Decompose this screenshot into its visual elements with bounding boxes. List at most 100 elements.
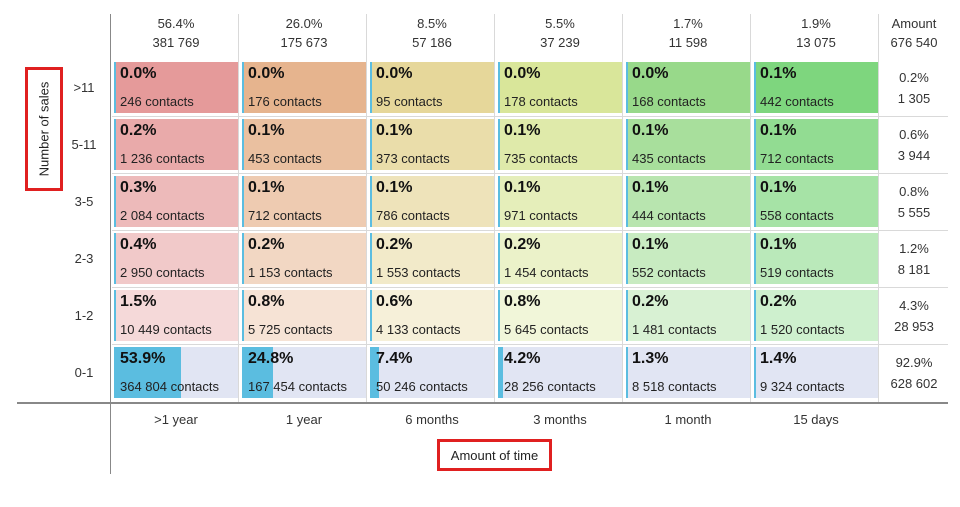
cell-share-bar xyxy=(370,347,380,398)
cell-contacts: 5 725 contacts xyxy=(248,322,333,337)
heatmap-cell: 0.2% 1 553 contacts xyxy=(370,233,494,284)
x-tick-label: 1 month xyxy=(664,412,712,427)
cell-contacts: 735 contacts xyxy=(504,151,578,166)
column-header-count: 13 075 xyxy=(796,35,836,50)
row-total-count: 28 953 xyxy=(894,319,934,334)
cell-share-bar xyxy=(626,233,628,284)
x-tick-label: 15 days xyxy=(793,412,839,427)
heatmap-cell: 0.1% 971 contacts xyxy=(498,176,622,227)
heatmap-cell: 0.2% 1 153 contacts xyxy=(242,233,366,284)
heatmap-cell: 0.0% 168 contacts xyxy=(626,62,750,113)
cell-percent: 0.2% xyxy=(376,236,413,253)
cell-percent: 0.0% xyxy=(120,65,157,82)
cell-percent: 0.4% xyxy=(120,236,157,253)
row-total-count: 3 944 xyxy=(897,148,931,163)
cell-percent: 0.1% xyxy=(632,236,669,253)
cell-contacts: 1 454 contacts xyxy=(504,265,589,280)
cell-percent: 0.1% xyxy=(760,122,797,139)
heatmap-cell: 0.2% 1 236 contacts xyxy=(114,119,238,170)
x-axis-line xyxy=(17,402,948,404)
cell-percent: 0.2% xyxy=(504,236,541,253)
heatmap-cell: 0.2% 1 454 contacts xyxy=(498,233,622,284)
cell-percent: 0.1% xyxy=(632,179,669,196)
heatmap-cell: 0.1% 453 contacts xyxy=(242,119,366,170)
cell-contacts: 1 153 contacts xyxy=(248,265,333,280)
total-column-header: Amount 676 540 xyxy=(880,14,948,52)
cell-share-bar xyxy=(114,62,116,113)
cell-percent: 0.1% xyxy=(632,122,669,139)
row-total-pct: 4.3% xyxy=(899,298,929,313)
cell-contacts: 373 contacts xyxy=(376,151,450,166)
heatmap-cell: 0.1% 519 contacts xyxy=(754,233,878,284)
cell-contacts: 246 contacts xyxy=(120,94,194,109)
heatmap-cell: 53.9% 364 804 contacts xyxy=(114,347,238,398)
cell-contacts: 519 contacts xyxy=(760,265,834,280)
cell-percent: 0.0% xyxy=(248,65,285,82)
cell-contacts: 10 449 contacts xyxy=(120,322,212,337)
heatmap-cell: 4.2% 28 256 contacts xyxy=(498,347,622,398)
cell-contacts: 5 645 contacts xyxy=(504,322,589,337)
cell-percent: 0.1% xyxy=(248,122,285,139)
row-total-pct: 0.6% xyxy=(899,127,929,142)
column-header: 8.5% 57 186 xyxy=(368,14,496,52)
grid-vline xyxy=(366,14,367,402)
cell-percent: 0.1% xyxy=(504,179,541,196)
cell-contacts: 2 084 contacts xyxy=(120,208,205,223)
cell-share-bar xyxy=(242,347,273,398)
heatmap-cell: 0.1% 373 contacts xyxy=(370,119,494,170)
cell-contacts: 1 236 contacts xyxy=(120,151,205,166)
grid-hline xyxy=(112,116,948,117)
cell-contacts: 712 contacts xyxy=(760,151,834,166)
row-label: 2-3 xyxy=(74,251,94,266)
cell-share-bar xyxy=(754,62,756,113)
grid-vline xyxy=(622,14,623,402)
cell-contacts: 167 454 contacts xyxy=(248,379,348,394)
row-total-pct: 1.2% xyxy=(899,241,929,256)
cell-share-bar xyxy=(754,176,756,227)
column-header-pct: 5.5% xyxy=(545,16,575,31)
cell-contacts: 444 contacts xyxy=(632,208,706,223)
cell-share-bar xyxy=(498,176,500,227)
cell-percent: 0.1% xyxy=(504,122,541,139)
column-header: 56.4% 381 769 xyxy=(112,14,240,52)
cell-contacts: 28 256 contacts xyxy=(504,379,596,394)
row-total-count: 1 305 xyxy=(897,91,931,106)
cell-share-bar xyxy=(498,290,500,341)
cell-share-bar xyxy=(114,233,116,284)
column-header-pct: 56.4% xyxy=(157,16,195,31)
grid-hline xyxy=(112,287,948,288)
heatmap-cell: 0.2% 1 481 contacts xyxy=(626,290,750,341)
cell-share-bar xyxy=(754,290,756,341)
cell-percent: 0.3% xyxy=(120,179,157,196)
heatmap-cell: 0.0% 246 contacts xyxy=(114,62,238,113)
grand-total: 676 540 xyxy=(890,35,938,50)
cell-percent: 0.2% xyxy=(760,293,797,310)
cell-percent: 0.8% xyxy=(504,293,541,310)
column-header-pct: 26.0% xyxy=(285,16,323,31)
x-tick-label: 3 months xyxy=(533,412,587,427)
column-header-count: 57 186 xyxy=(412,35,452,50)
column-header-count: 381 769 xyxy=(152,35,200,50)
cell-contacts: 1 520 contacts xyxy=(760,322,845,337)
cell-percent: 0.0% xyxy=(504,65,541,82)
heatmap-cell: 0.0% 178 contacts xyxy=(498,62,622,113)
cell-contacts: 453 contacts xyxy=(248,151,322,166)
cell-percent: 0.1% xyxy=(248,179,285,196)
heatmap-cell: 0.1% 786 contacts xyxy=(370,176,494,227)
grid-hline xyxy=(112,230,948,231)
cell-percent: 24.8% xyxy=(248,350,294,367)
cell-contacts: 178 contacts xyxy=(504,94,578,109)
cell-percent: 1.3% xyxy=(632,350,669,367)
cell-percent: 0.1% xyxy=(760,65,797,82)
cell-contacts: 1 481 contacts xyxy=(632,322,717,337)
row-total: 0.2% 1 305 xyxy=(880,67,948,109)
y-axis-line xyxy=(110,14,111,474)
heatmap-cell: 0.3% 2 084 contacts xyxy=(114,176,238,227)
x-axis-title-box: Amount of time xyxy=(437,439,552,471)
row-label: 1-2 xyxy=(74,308,94,323)
cell-contacts: 50 246 contacts xyxy=(376,379,468,394)
cell-share-bar xyxy=(498,233,500,284)
heatmap-cell: 1.4% 9 324 contacts xyxy=(754,347,878,398)
cell-share-bar xyxy=(242,233,244,284)
